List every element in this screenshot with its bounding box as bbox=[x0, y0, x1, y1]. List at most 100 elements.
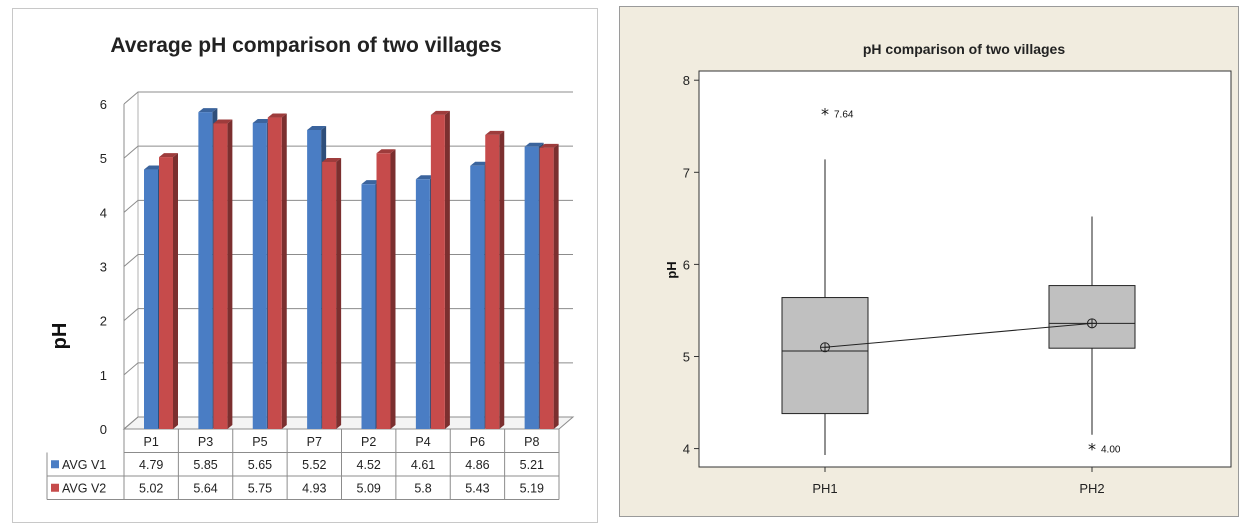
bar-front bbox=[485, 134, 500, 429]
box: * 7.64 bbox=[781, 104, 869, 456]
bar-front bbox=[524, 146, 539, 429]
bar-front bbox=[144, 169, 158, 429]
bar-front bbox=[539, 147, 554, 429]
bar-top bbox=[144, 165, 163, 170]
data-label: 5.64 bbox=[193, 481, 217, 495]
y-tick-label: 0 bbox=[100, 422, 107, 437]
bar-chart-panel: 0 1 2 3 4 5 6 P1 P3 P5 P7 P2 P4 P6 P8 AVG V1 4.79 5.85 5.… bbox=[12, 8, 598, 523]
bar-front bbox=[470, 165, 485, 429]
mean-marker bbox=[1087, 318, 1097, 329]
outlier-label: 4.00 bbox=[1101, 445, 1121, 456]
data-label: 5.8 bbox=[414, 481, 431, 495]
bar bbox=[376, 149, 396, 429]
y-tick-label: 7 bbox=[683, 165, 690, 180]
bar bbox=[539, 143, 559, 429]
bar-top bbox=[322, 157, 342, 162]
chart-title: Average pH comparison of two villages bbox=[110, 34, 501, 57]
bar-side bbox=[390, 149, 396, 429]
data-label: 5.09 bbox=[357, 481, 381, 495]
data-label: 5.65 bbox=[248, 458, 272, 472]
bar-front bbox=[307, 130, 322, 429]
x-tick-label: P5 bbox=[252, 435, 267, 449]
y-tick-label: 4 bbox=[683, 442, 690, 457]
x-tick-label: P6 bbox=[470, 435, 485, 449]
legend-swatch bbox=[51, 460, 59, 469]
data-label: 4.52 bbox=[357, 458, 381, 472]
mean-connect-line bbox=[824, 322, 1093, 348]
bar-top bbox=[307, 126, 327, 130]
bar-front bbox=[159, 157, 173, 430]
bar-front bbox=[198, 112, 213, 429]
bar-front bbox=[252, 122, 267, 429]
y-tick-label: 6 bbox=[100, 97, 107, 112]
plot-area bbox=[698, 70, 1232, 468]
bar bbox=[430, 110, 450, 429]
x-tick-label: P7 bbox=[307, 435, 322, 449]
x-tick-label: PH2 bbox=[1079, 481, 1104, 496]
bar-side bbox=[336, 157, 342, 430]
bar-top bbox=[470, 161, 490, 166]
bar bbox=[267, 113, 287, 430]
bar-side bbox=[173, 153, 178, 430]
gridline bbox=[123, 308, 573, 322]
gridline bbox=[123, 145, 573, 159]
data-label: 5.52 bbox=[302, 458, 326, 472]
bar-top bbox=[539, 143, 559, 148]
bar-top bbox=[376, 149, 396, 154]
gridline bbox=[123, 199, 573, 213]
bar-front bbox=[415, 179, 430, 429]
outlier-label: 7.64 bbox=[834, 109, 854, 120]
bar-top bbox=[198, 108, 218, 113]
bar-front bbox=[376, 153, 391, 429]
legend-swatch bbox=[51, 483, 59, 492]
bar-top bbox=[485, 130, 505, 135]
x-tick-label: P3 bbox=[198, 435, 213, 449]
x-tick-label: P8 bbox=[524, 435, 539, 449]
bar-side bbox=[553, 143, 559, 429]
bar-chart: 0 1 2 3 4 5 6 P1 P3 P5 P7 P2 P4 P6 P8 AVG V1 4.79 5.85 5.… bbox=[46, 34, 575, 500]
data-label: 5.75 bbox=[248, 481, 272, 495]
y-tick-label: 1 bbox=[100, 368, 107, 383]
data-label: 5.19 bbox=[520, 481, 544, 495]
box: * 4.00 bbox=[1048, 216, 1136, 459]
y-tick-label: 5 bbox=[100, 151, 107, 166]
boxplot-chart: 4 5 6 7 8 PH1 PH2 * 7.64 * 4.00 pH comparison of … bbox=[664, 41, 1232, 496]
data-label: 4.79 bbox=[139, 458, 163, 472]
bar-top bbox=[159, 153, 178, 158]
data-label: 4.61 bbox=[411, 458, 435, 472]
y-tick-label: 4 bbox=[100, 205, 107, 220]
bar-top bbox=[415, 175, 435, 180]
bar bbox=[213, 119, 233, 429]
bar-top bbox=[430, 110, 450, 115]
bar-top bbox=[267, 113, 287, 118]
bar-top bbox=[252, 118, 272, 123]
bar-side bbox=[499, 130, 505, 429]
y-tick-label: 5 bbox=[683, 349, 690, 364]
box-body bbox=[781, 297, 869, 415]
bar bbox=[322, 157, 342, 430]
boxplot-panel: 4 5 6 7 8 PH1 PH2 * 7.64 * 4.00 pH comparison of … bbox=[619, 6, 1239, 517]
x-tick-label: PH1 bbox=[812, 481, 837, 496]
outlier-marker: * bbox=[821, 104, 829, 123]
y-tick-label: 3 bbox=[100, 260, 107, 275]
outlier-marker: * bbox=[1088, 440, 1096, 459]
box-body bbox=[1048, 285, 1136, 349]
y-axis-label: pH bbox=[49, 323, 71, 350]
mean-marker bbox=[820, 342, 830, 353]
bar-front bbox=[430, 114, 445, 429]
bar-top bbox=[524, 142, 544, 147]
y-tick-label: 8 bbox=[683, 73, 690, 88]
bar-side bbox=[444, 110, 450, 429]
data-label: 4.93 bbox=[302, 481, 326, 495]
y-axis-label: pH bbox=[664, 261, 679, 278]
y-tick-label: 2 bbox=[100, 314, 107, 329]
legend-label: AVG V1 bbox=[62, 458, 106, 472]
bar bbox=[159, 153, 178, 430]
floor bbox=[122, 416, 575, 430]
x-tick-label: P2 bbox=[361, 435, 376, 449]
bar-side bbox=[281, 113, 287, 430]
y-tick-label: 6 bbox=[683, 257, 690, 272]
bar bbox=[485, 130, 505, 429]
gridline bbox=[123, 91, 573, 105]
bar-top bbox=[213, 119, 233, 124]
